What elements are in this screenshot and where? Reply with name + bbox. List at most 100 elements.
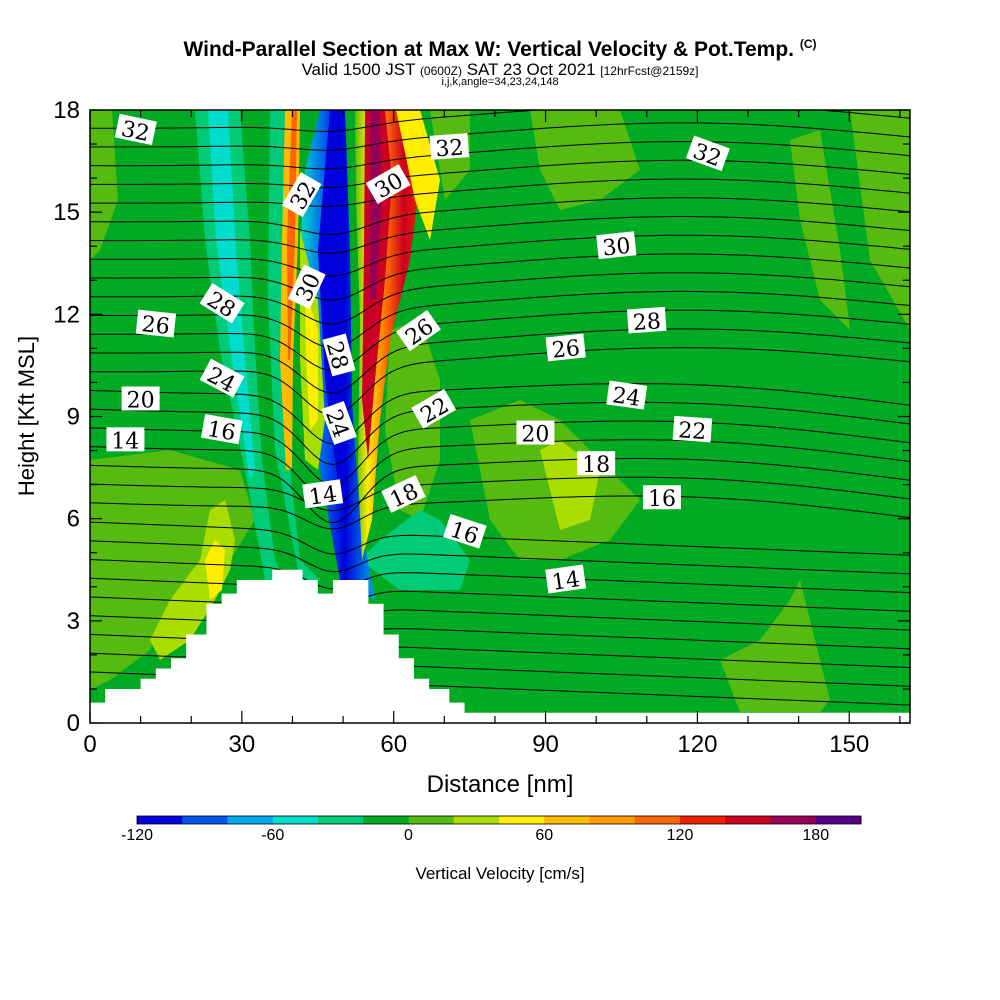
- colorbar-label: Vertical Velocity [cm/s]: [415, 864, 585, 883]
- svg-text:26: 26: [551, 336, 581, 364]
- x-tick-label: 0: [83, 731, 96, 758]
- theta-contour-line: [90, 439, 910, 505]
- theta-contour-line: [90, 495, 910, 530]
- svg-text:24: 24: [611, 383, 642, 412]
- colorbar-swatch: [227, 816, 274, 824]
- x-tick-label: 150: [829, 731, 869, 758]
- theta-label: 26: [545, 333, 586, 364]
- y-tick-label: 12: [53, 301, 80, 328]
- theta-contour-line: [90, 216, 910, 254]
- updraft-region: [150, 500, 235, 660]
- theta-contour-line: [90, 309, 910, 372]
- colorbar-tick-label: 180: [802, 827, 830, 844]
- theta-contour-line: [90, 401, 910, 466]
- theta-contour-line: [90, 253, 910, 301]
- theta-label: 16: [642, 485, 681, 512]
- svg-text:14: 14: [550, 567, 581, 596]
- svg-text:30: 30: [601, 234, 631, 262]
- chart-indices: i,j,k,angle=34,23,24,148: [441, 76, 559, 88]
- colorbar-swatch: [725, 816, 771, 824]
- y-tick-labels: 0 3 6 9 12 15 18: [53, 97, 80, 737]
- svg-text:20: 20: [521, 423, 549, 448]
- terrain-profile: [90, 569, 910, 725]
- colorbar-swatch: [272, 816, 319, 824]
- updraft-region: [530, 110, 640, 210]
- theta-label: 14: [302, 479, 344, 511]
- x-tick-label: 90: [532, 731, 559, 758]
- theta-label: 30: [596, 231, 637, 262]
- y-tick-label: 18: [53, 97, 80, 124]
- colorbar-swatch: [363, 816, 409, 824]
- svg-text:26: 26: [140, 312, 170, 340]
- colorbar-swatch: [137, 816, 183, 824]
- colorbar: [136, 815, 862, 825]
- theta-label: 32: [429, 133, 470, 163]
- colorbar-swatch: [815, 816, 862, 824]
- colorbar-tick-label: 60: [535, 827, 554, 844]
- theta-contour-line: [90, 110, 910, 133]
- theta-label: 16: [200, 414, 243, 446]
- updraft-region: [205, 540, 225, 600]
- theta-label: 32: [114, 113, 157, 147]
- colorbar-tick-label: -120: [120, 827, 154, 844]
- svg-text:18: 18: [582, 453, 610, 478]
- theta-contour-line: [90, 141, 910, 170]
- theta-contour-line: [90, 596, 910, 631]
- theta-contour-line: [90, 521, 910, 556]
- svg-text:32: 32: [119, 117, 152, 147]
- colorbar-swatch: [680, 816, 726, 824]
- colorbar-tick-label: -60: [261, 827, 285, 844]
- y-tick-label: 9: [67, 404, 80, 431]
- theta-label: 18: [577, 451, 616, 478]
- x-tick-label: 120: [677, 731, 717, 758]
- x-tick-label: 30: [229, 731, 256, 758]
- theta-label: 20: [516, 420, 555, 448]
- colorbar-tick-label: 120: [666, 827, 694, 844]
- theta-contour-line: [90, 476, 910, 512]
- theta-contour-line: [90, 577, 910, 612]
- updraft-region: [720, 580, 830, 712]
- svg-text:16: 16: [205, 417, 237, 446]
- downdraft-region: [268, 110, 320, 580]
- svg-text:14: 14: [111, 429, 139, 454]
- y-tick-label: 15: [53, 199, 80, 226]
- colorbar-swatch: [544, 816, 590, 824]
- vertical-velocity-field: [90, 110, 910, 723]
- colorbar-swatch: [589, 816, 636, 824]
- theta-label: 14: [545, 564, 587, 596]
- y-axis-label: Height [Kft MSL]: [14, 336, 39, 496]
- theta-label: 20: [121, 386, 160, 413]
- svg-text:28: 28: [632, 309, 662, 336]
- colorbar-swatch: [182, 816, 228, 824]
- theta-contour-line: [90, 383, 910, 445]
- theta-contour-line: [90, 328, 910, 394]
- theta-contour-line: [90, 197, 910, 236]
- colorbar-swatch: [770, 816, 817, 824]
- axis-ticks: [89, 109, 910, 724]
- theta-label: 26: [135, 309, 177, 340]
- downdraft-region: [360, 510, 470, 590]
- x-axis-label: Distance [nm]: [427, 771, 574, 798]
- updraft-region: [305, 290, 318, 430]
- copyright-mark: (C): [799, 37, 817, 51]
- updraft-region: [90, 110, 118, 260]
- y-tick-label: 3: [67, 608, 80, 635]
- theta-contour-line: [90, 540, 910, 575]
- colorbar-swatch: [634, 816, 681, 824]
- x-tick-labels: 0 30 60 90 120 150: [83, 731, 869, 758]
- theta-label: 24: [606, 380, 648, 412]
- theta-label: 14: [106, 427, 145, 454]
- y-tick-label: 0: [67, 710, 80, 737]
- svg-text:32: 32: [435, 136, 465, 163]
- theta-label: 32: [685, 135, 730, 172]
- colorbar-swatch: [408, 816, 455, 824]
- colorbar-swatch: [318, 816, 364, 824]
- theta-contour-line: [90, 159, 910, 189]
- updraft-region: [760, 110, 910, 330]
- theta-contour-line: [90, 178, 910, 207]
- theta-label: 22: [672, 415, 713, 445]
- svg-text:20: 20: [127, 388, 155, 413]
- theta-label: 28: [626, 306, 667, 336]
